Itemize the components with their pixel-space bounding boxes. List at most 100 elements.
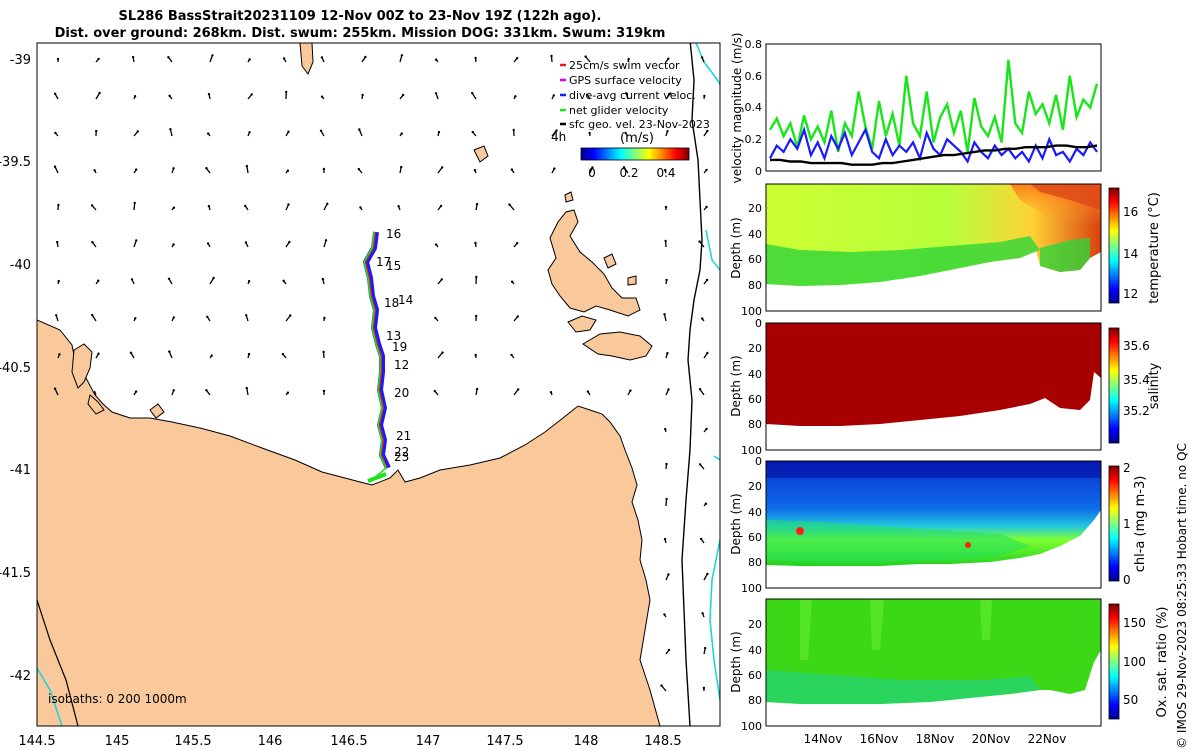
day-label: 12	[394, 358, 409, 372]
chl-y-label: Depth (m)	[729, 493, 743, 554]
geo-velocity-arrowhead	[359, 206, 362, 209]
sal-y-tick: 0	[755, 317, 762, 330]
geo-velocity-arrowhead	[666, 352, 669, 355]
tasmania-land	[37, 319, 661, 726]
geo-velocity-arrowhead	[169, 128, 172, 131]
geo-velocity-arrowhead	[706, 129, 709, 133]
geo-velocity-arrowhead	[434, 316, 437, 320]
geo-velocity-arrowhead	[167, 277, 171, 280]
oxygen-panel: 20 40 60 80 100 Depth (m) 14Nov 16Nov 18…	[729, 598, 1170, 746]
ts-y-label: velocity magnitude (m/s)	[730, 33, 744, 184]
geo-velocity-arrowhead	[244, 204, 247, 208]
sal-y-tick: 20	[748, 342, 762, 355]
geo-velocity-arrowhead	[706, 351, 709, 355]
geo-velocity-arrowhead	[627, 57, 630, 61]
geo-velocity-arrowhead	[53, 92, 57, 96]
geo-velocity-arrowhead	[172, 389, 175, 392]
ts-y-tick: 0.4	[745, 101, 763, 114]
geo-velocity-arrowhead	[433, 389, 436, 393]
date-tick: 16Nov	[860, 732, 899, 746]
geo-velocity-arrowhead	[667, 57, 670, 60]
sal-y-tick: 100	[741, 444, 762, 457]
lat-tick: -39.5	[0, 155, 31, 170]
geo-velocity-arrowhead	[134, 390, 138, 393]
lon-tick: 144.5	[18, 734, 55, 749]
geo-velocity-arrowhead	[549, 391, 553, 394]
geo-velocity-arrowhead	[473, 169, 477, 172]
geo-velocity-arrowhead	[400, 165, 403, 169]
geo-velocity-arrowhead	[471, 91, 474, 95]
geo-velocity-arrowhead	[667, 388, 670, 391]
king-island-land	[71, 343, 93, 389]
geo-velocity-arrowhead	[586, 93, 589, 97]
geo-velocity-arrowhead	[207, 204, 211, 208]
geo-velocity-arrowhead	[167, 56, 170, 59]
chl-y-tick: 100	[741, 582, 762, 595]
legend-label: sfc geo. vel. 23-Nov-2023	[569, 118, 710, 131]
sal-cbar-tick: 35.6	[1123, 339, 1150, 353]
geo-velocity-arrowhead	[514, 95, 517, 98]
day-label: 20	[394, 386, 409, 400]
temp-cbar-tick: 16	[1123, 205, 1138, 219]
geo-velocity-arrowhead	[701, 317, 704, 320]
geo-velocity-arrowhead	[474, 241, 477, 245]
geo-velocity-arrowhead	[98, 91, 101, 95]
geo-velocity-arrowhead	[660, 684, 663, 687]
geo-velocity-arrowhead	[510, 353, 513, 357]
geo-velocity-arrowhead	[282, 57, 286, 60]
cape-barren-island-land	[582, 331, 653, 361]
geo-velocity-arrowhead	[250, 93, 253, 96]
temp-y-tick: 100	[741, 305, 762, 318]
sal-cbar-tick: 35.4	[1123, 373, 1150, 387]
geo-velocity-arrowhead	[322, 350, 325, 354]
day-label: 16	[386, 227, 401, 241]
date-tick: 22Nov	[1028, 732, 1067, 746]
geo-velocity-arrowhead	[57, 203, 60, 207]
geo-velocity-arrowhead	[665, 278, 668, 282]
geo-velocity-arrowhead	[510, 280, 514, 283]
lat-tick: -40	[10, 258, 31, 273]
geo-velocity-arrowhead	[206, 242, 210, 245]
geo-velocity-arrowhead	[205, 389, 208, 392]
geo-velocity-arrowhead	[93, 391, 96, 394]
day-label: 13	[386, 329, 401, 343]
geo-velocity-arrowhead	[245, 164, 249, 168]
geo-velocity-arrowhead	[471, 130, 474, 134]
geo-velocity-arrowhead	[586, 390, 590, 393]
geo-velocity-arrowhead	[664, 168, 667, 172]
chl-y-tick: 40	[748, 506, 762, 519]
geo-velocity-arrowhead	[665, 462, 668, 466]
lon-tick: 147.5	[486, 734, 523, 749]
geo-velocity-arrowhead	[664, 205, 668, 209]
geo-velocity-arrowhead	[322, 389, 326, 393]
chl-cbar-label: chl-a (mg m-3)	[1133, 476, 1148, 573]
geo-velocity-arrowhead	[247, 352, 251, 356]
geo-velocity-arrowhead	[320, 56, 324, 59]
lon-tick: 148	[574, 734, 599, 749]
geo-velocity-arrowhead	[358, 128, 361, 131]
day-label: 23	[394, 450, 409, 464]
geo-velocity-arrowhead	[510, 168, 514, 171]
geo-velocity-arrowhead	[553, 167, 556, 170]
geo-velocity-arrowhead	[475, 275, 478, 279]
legend-label: 25cm/s swim vector	[569, 59, 680, 72]
glider-track-swim	[364, 231, 388, 469]
geo-velocity-arrowhead	[97, 279, 100, 282]
ox-y-tick: 60	[748, 669, 762, 682]
geo-velocity-arrowhead	[441, 351, 444, 354]
temp-cbar-tick: 14	[1123, 247, 1138, 261]
geo-velocity-arrowhead	[397, 205, 400, 208]
geo-velocity-arrowhead	[287, 203, 290, 206]
temp-cbar-label: temperature (°C)	[1147, 192, 1162, 304]
geo-velocity-arrowhead	[439, 204, 443, 208]
geo-velocity-arrowhead	[54, 131, 57, 135]
geo-velocity-arrowhead	[550, 54, 553, 58]
sal-cbar-tick: 35.2	[1123, 404, 1150, 418]
geo-velocity-arrowhead	[698, 388, 702, 391]
geo-velocity-arrowhead	[323, 316, 326, 320]
geo-velocity-arrowhead	[705, 427, 708, 431]
geo-velocity-arrowhead	[698, 240, 701, 243]
chl-y-tick: 20	[748, 480, 762, 493]
geo-velocity-arrowhead	[168, 94, 171, 98]
geo-velocity-arrowhead	[625, 92, 628, 95]
